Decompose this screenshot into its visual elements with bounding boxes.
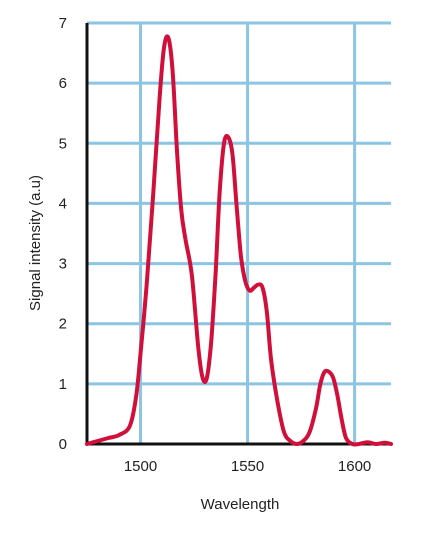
axes xyxy=(85,23,391,446)
y-tick-label: 3 xyxy=(59,256,67,273)
y-axis-title: Signal intensity (a.u) xyxy=(27,175,44,311)
signal-series-line xyxy=(85,34,393,447)
y-tick-label: 7 xyxy=(59,15,67,32)
x-tick-label: 1500 xyxy=(124,458,157,475)
x-axis-title: Wavelength xyxy=(201,496,280,513)
x-tick-label: 1550 xyxy=(231,458,264,475)
y-tick-label: 5 xyxy=(59,135,67,152)
y-tick-label: 2 xyxy=(59,316,67,333)
grid xyxy=(87,21,391,444)
tick-labels: 0 1 2 3 4 5 6 7 1500 1550 1600 xyxy=(59,15,372,475)
y-tick-label: 4 xyxy=(59,195,67,212)
y-tick-label: 6 xyxy=(59,75,67,92)
y-tick-label: 0 xyxy=(59,436,67,453)
y-tick-label: 1 xyxy=(59,376,67,393)
x-tick-label: 1600 xyxy=(338,458,371,475)
